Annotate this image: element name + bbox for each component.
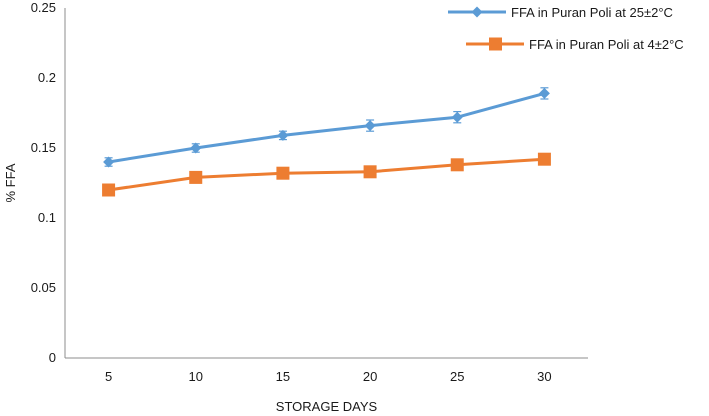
y-tick-label: 0.25 — [31, 0, 56, 15]
data-point — [364, 120, 376, 132]
y-tick-labels: 0 0.05 0.1 0.15 0.2 0.25 — [31, 0, 56, 365]
series-1-line — [108, 157, 545, 192]
data-point — [537, 152, 551, 166]
y-tick-label: 0.05 — [31, 280, 56, 295]
y-tick-label: 0.15 — [31, 140, 56, 155]
data-point — [363, 165, 377, 179]
legend-1-label: FFA in Puran Poli at 4±2°C — [529, 37, 684, 52]
data-point — [103, 156, 115, 168]
data-point — [276, 166, 290, 180]
x-tick-label: 15 — [276, 369, 290, 384]
data-point — [277, 129, 289, 141]
chart-axes — [64, 8, 588, 359]
legend-item-0: FFA in Puran Poli at 25±2°C — [448, 5, 673, 20]
legend-0-marker — [471, 6, 483, 18]
x-axis-title: STORAGE DAYS — [276, 399, 378, 414]
data-point — [102, 183, 116, 197]
legend: FFA in Puran Poli at 25±2°C FFA in Puran… — [448, 5, 684, 52]
x-tick-label: 20 — [363, 369, 377, 384]
x-tick-label: 25 — [450, 369, 464, 384]
x-tick-label: 5 — [105, 369, 112, 384]
series-1 — [102, 152, 551, 197]
data-point — [450, 158, 464, 172]
series-layer — [102, 87, 551, 197]
data-point — [451, 111, 463, 123]
data-point — [538, 87, 550, 99]
y-tick-label: 0.1 — [38, 210, 56, 225]
series-0-line — [108, 91, 545, 164]
data-point — [189, 170, 203, 184]
y-tick-label: 0 — [49, 350, 56, 365]
legend-0-label: FFA in Puran Poli at 25±2°C — [511, 5, 673, 20]
legend-item-1: FFA in Puran Poli at 4±2°C — [466, 37, 684, 52]
y-axis-title: % FFA — [3, 163, 18, 202]
x-tick-label: 10 — [189, 369, 203, 384]
series-0 — [103, 87, 550, 168]
legend-1-marker — [489, 37, 502, 51]
data-point — [190, 142, 202, 154]
x-tick-labels: 5 10 15 20 25 30 — [105, 369, 552, 384]
x-tick-label: 30 — [537, 369, 551, 384]
y-tick-label: 0.2 — [38, 70, 56, 85]
